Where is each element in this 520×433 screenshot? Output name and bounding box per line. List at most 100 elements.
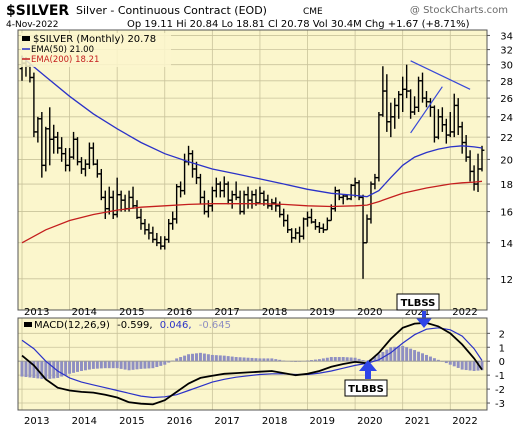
histogram-bar	[218, 355, 222, 362]
histogram-bar	[91, 361, 95, 369]
histogram-bar	[349, 357, 353, 362]
histogram-bar	[353, 357, 357, 362]
histogram-bar	[321, 358, 325, 362]
signal-legend-value: 0.046,	[160, 320, 192, 331]
price-gridlines	[18, 30, 487, 310]
histogram-bar	[464, 361, 468, 371]
histogram-bar	[40, 361, 44, 379]
histogram-bar	[56, 361, 60, 378]
histogram-bar	[143, 361, 147, 369]
histogram-bar	[250, 357, 254, 362]
histogram-bar	[413, 350, 417, 362]
histogram-bar	[230, 356, 234, 362]
macd-histogram	[18, 345, 487, 380]
price-tick-label-24: 24	[500, 113, 513, 124]
histogram-bar	[345, 357, 349, 362]
histogram-bar	[452, 361, 456, 367]
price-tick-label-22: 22	[500, 133, 513, 144]
price-tick-label-26: 26	[500, 94, 513, 105]
histogram-bar	[234, 357, 238, 362]
histogram-bar	[115, 361, 119, 369]
histogram-bar	[135, 361, 139, 370]
price-tick-label-28: 28	[500, 77, 513, 88]
histogram-bar	[127, 361, 131, 371]
histogram-bar	[432, 358, 436, 362]
x-tick-label-2018: 2018	[262, 307, 287, 318]
ema200-legend-text: EMA(200) 18.21	[31, 55, 99, 65]
histogram-bar	[274, 359, 278, 362]
histogram-bar	[139, 361, 143, 369]
price-legend-background	[21, 33, 171, 67]
price-tick-label-32: 32	[500, 46, 513, 57]
x-tick-label-2014: 2014	[72, 307, 97, 318]
histogram-bar	[52, 361, 56, 379]
histogram-bar	[214, 355, 218, 362]
price-tick-label-14: 14	[500, 239, 513, 250]
x-tick-label-2013: 2013	[24, 416, 49, 427]
histogram-bar	[436, 359, 440, 362]
histogram-bar	[44, 361, 48, 380]
x-tick-label-2014: 2014	[72, 416, 97, 427]
histogram-bar	[151, 361, 155, 369]
histogram-bar	[210, 354, 214, 362]
histogram-bar	[183, 355, 187, 362]
x-tick-label-2017: 2017	[214, 307, 239, 318]
x-tick-label-2013: 2013	[24, 307, 49, 318]
histogram-bar	[397, 346, 401, 362]
x-axis-labels-bottom: 2013 2014 2015 2016 2017 2018 2019 2020 2021 2022	[24, 416, 478, 427]
histogram-bar	[389, 347, 393, 362]
histogram-bar	[421, 353, 425, 362]
macd-tick-label--1: -1	[495, 371, 505, 382]
histogram-bar	[163, 361, 167, 365]
histogram-bar	[238, 357, 242, 362]
macd-tick-label-0: 0	[499, 357, 505, 368]
histogram-bar	[377, 354, 381, 362]
price-legend: $SILVER (Monthly) 20.78 EMA(50) 21.00 EM…	[21, 33, 171, 67]
histogram-bar	[68, 361, 72, 374]
x-tick-label-2016: 2016	[167, 307, 192, 318]
ema50-legend-text: EMA(50) 21.00	[31, 45, 94, 55]
histogram-bar	[428, 356, 432, 362]
histogram-bar	[333, 357, 337, 362]
price-tick-label-12: 12	[500, 275, 513, 286]
histogram-bar	[270, 358, 274, 362]
histogram-bar	[179, 357, 183, 362]
macd-axis: -3 -2 -1 0 1 2	[487, 329, 505, 410]
histogram-bar	[468, 361, 472, 371]
tlbss-annotation: TLBSS	[396, 293, 440, 328]
x-tick-label-2022: 2022	[452, 416, 477, 427]
price-panel: 12 14 16 18 20 22 24 26 28 30 32 34 $SILVER (Monthl…	[17, 29, 513, 311]
x-tick-label-2021: 2021	[405, 416, 430, 427]
histogram-bar	[393, 346, 397, 362]
histogram-bar	[460, 361, 464, 370]
x-tick-label-2019: 2019	[310, 416, 335, 427]
x-tick-label-2015: 2015	[119, 416, 144, 427]
histogram-bar	[48, 361, 52, 379]
histogram-bar	[357, 358, 361, 362]
histogram-bar	[417, 351, 421, 362]
price-legend-swatch	[22, 36, 30, 41]
histogram-bar	[191, 353, 195, 362]
histogram-bar	[258, 358, 262, 362]
x-tick-label-2018: 2018	[262, 416, 287, 427]
price-panel-border	[17, 29, 488, 311]
histogram-bar	[472, 361, 476, 371]
exchange-label: CME	[303, 7, 323, 17]
macd-legend-swatch	[24, 322, 32, 327]
price-axis: 12 14 16 18 20 22 24 26 28 30 32 34	[487, 31, 513, 286]
histogram-bar	[480, 361, 484, 371]
tlbbs-label: TLBBS	[348, 384, 384, 395]
x-tick-label-2015: 2015	[119, 307, 144, 318]
quote-summary: Op 19.11 Hi 20.84 Lo 18.81 Cl 20.78 Vol …	[127, 19, 470, 30]
x-tick-label-2021: 2021	[405, 307, 430, 318]
histogram-bar	[64, 361, 68, 376]
histogram-bar	[194, 353, 198, 362]
histogram-bar	[60, 361, 64, 377]
macd-panel-border	[17, 317, 488, 411]
histogram-bar	[424, 354, 428, 362]
price-legend-text: $SILVER (Monthly) 20.78	[33, 34, 156, 45]
x-tick-label-2022: 2022	[452, 307, 477, 318]
macd-legend-value: -0.599,	[117, 320, 152, 331]
